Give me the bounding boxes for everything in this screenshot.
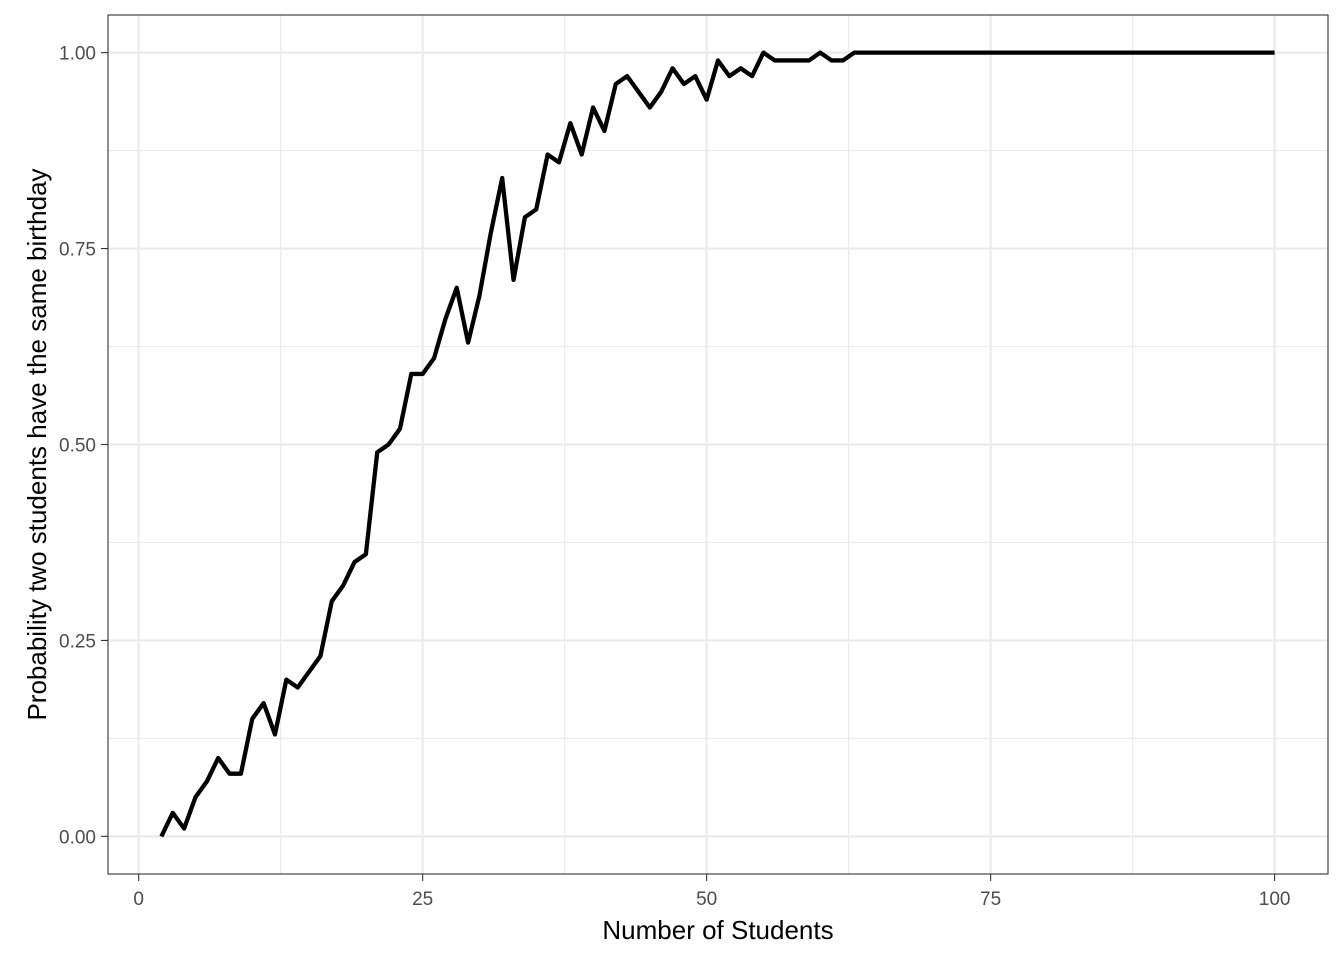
- x-tick-label: 100: [1259, 889, 1291, 910]
- y-tick-label: 1.00: [59, 44, 96, 65]
- y-tick-label: 0.75: [59, 240, 96, 261]
- x-tick-label: 0: [133, 889, 144, 910]
- y-axis: 0.00 0.25 0.50 0.75 1.00: [59, 44, 108, 848]
- x-tick-label: 50: [696, 889, 717, 910]
- series-line: [159, 50, 1275, 838]
- x-axis: 0 25 50 75 100: [133, 874, 1290, 910]
- y-axis-title: Probability two students have the same b…: [22, 168, 52, 720]
- y-tick-label: 0.00: [59, 827, 96, 848]
- major-gridlines: [108, 15, 1328, 874]
- x-tick-label: 75: [980, 889, 1001, 910]
- x-tick-label: 25: [412, 889, 433, 910]
- y-tick-label: 0.50: [59, 436, 96, 457]
- minor-gridlines: [108, 15, 1328, 874]
- y-tick-label: 0.25: [59, 631, 96, 652]
- x-axis-title: Number of Students: [602, 915, 833, 945]
- series-layer: [159, 50, 1275, 838]
